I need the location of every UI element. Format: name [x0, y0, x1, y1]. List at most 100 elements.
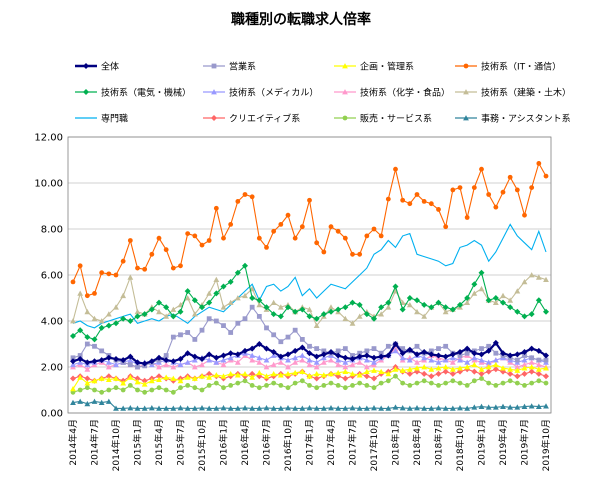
data-point — [493, 383, 499, 388]
data-point — [227, 354, 234, 361]
data-point — [378, 311, 385, 317]
data-point — [256, 369, 263, 376]
data-point — [105, 398, 112, 404]
data-point — [191, 297, 198, 304]
data-point — [113, 375, 119, 381]
data-point — [306, 373, 313, 379]
data-point — [91, 336, 98, 343]
data-point — [443, 380, 449, 386]
series — [70, 373, 549, 395]
data-point — [464, 405, 471, 411]
data-point — [436, 207, 441, 212]
data-point — [220, 352, 227, 359]
data-point — [406, 366, 413, 372]
data-point — [364, 233, 370, 239]
data-point — [292, 380, 298, 386]
data-point — [191, 364, 198, 370]
data-point — [292, 235, 298, 241]
data-point — [199, 327, 205, 333]
data-point — [263, 345, 270, 352]
data-point — [314, 385, 320, 391]
data-point — [148, 358, 155, 365]
data-point — [535, 274, 542, 280]
data-point — [199, 355, 205, 362]
data-point — [256, 405, 263, 411]
data-point — [414, 359, 420, 365]
data-point — [163, 387, 169, 393]
data-point — [363, 357, 370, 363]
x-tick-label: 2018年10月 — [454, 419, 466, 471]
data-point — [234, 405, 241, 411]
data-point — [91, 315, 98, 322]
data-point — [471, 378, 477, 384]
data-point — [113, 304, 119, 310]
data-point — [249, 357, 256, 363]
data-point — [414, 351, 420, 358]
data-point — [349, 355, 356, 362]
data-point — [400, 380, 406, 386]
data-point — [514, 404, 521, 410]
data-point — [449, 370, 456, 377]
data-point — [485, 368, 492, 375]
data-point — [514, 367, 521, 373]
data-point — [98, 318, 105, 324]
x-tick-label: 2019年4月 — [497, 419, 509, 466]
data-point — [414, 380, 420, 386]
data-point — [335, 357, 342, 363]
data-point — [492, 299, 499, 305]
data-point — [270, 311, 277, 318]
data-point — [342, 304, 349, 311]
data-point — [271, 380, 277, 386]
data-point — [92, 291, 97, 296]
y-tick-label: 2.00 — [41, 363, 63, 374]
data-point — [242, 371, 248, 377]
data-point — [522, 383, 527, 388]
data-point — [177, 405, 184, 411]
x-tick-label: 2016年4月 — [239, 419, 251, 466]
data-point — [135, 364, 140, 370]
data-point — [514, 373, 521, 380]
data-point — [70, 375, 76, 382]
series — [70, 339, 549, 367]
data-point — [99, 389, 105, 395]
data-point — [407, 383, 413, 388]
legend-label: 技術系（メディカル） — [229, 87, 318, 99]
data-point — [113, 361, 119, 368]
x-axis: 2014年4月 2014年7月 2014年10月 2015年1月 2015年4月 2015… — [67, 419, 552, 471]
data-point — [471, 361, 478, 368]
data-point — [342, 385, 348, 391]
data-point — [234, 351, 241, 358]
data-point — [421, 313, 428, 319]
data-point — [227, 278, 234, 285]
data-point — [385, 196, 391, 202]
data-point — [84, 385, 90, 391]
data-point — [213, 359, 220, 365]
data-point — [378, 380, 384, 386]
data-point — [521, 370, 528, 377]
data-point — [270, 405, 277, 411]
data-point — [249, 345, 256, 352]
data-point — [227, 299, 234, 305]
data-point — [507, 304, 514, 311]
data-point — [449, 354, 456, 361]
data-point — [220, 357, 227, 363]
data-point — [485, 359, 492, 365]
data-point — [536, 161, 542, 166]
data-point — [357, 251, 363, 257]
data-point — [313, 405, 320, 411]
legend-marker — [463, 63, 469, 69]
data-point — [163, 313, 170, 319]
data-point — [449, 351, 456, 358]
data-point — [349, 320, 356, 326]
data-point — [485, 404, 492, 410]
data-point — [313, 364, 320, 370]
data-point — [385, 352, 392, 359]
legend-item: 営業系 — [203, 61, 256, 73]
data-point — [84, 334, 91, 341]
data-point — [249, 352, 256, 358]
data-point — [436, 346, 441, 351]
data-point — [535, 366, 542, 372]
data-point — [342, 354, 349, 361]
data-point — [342, 235, 348, 241]
